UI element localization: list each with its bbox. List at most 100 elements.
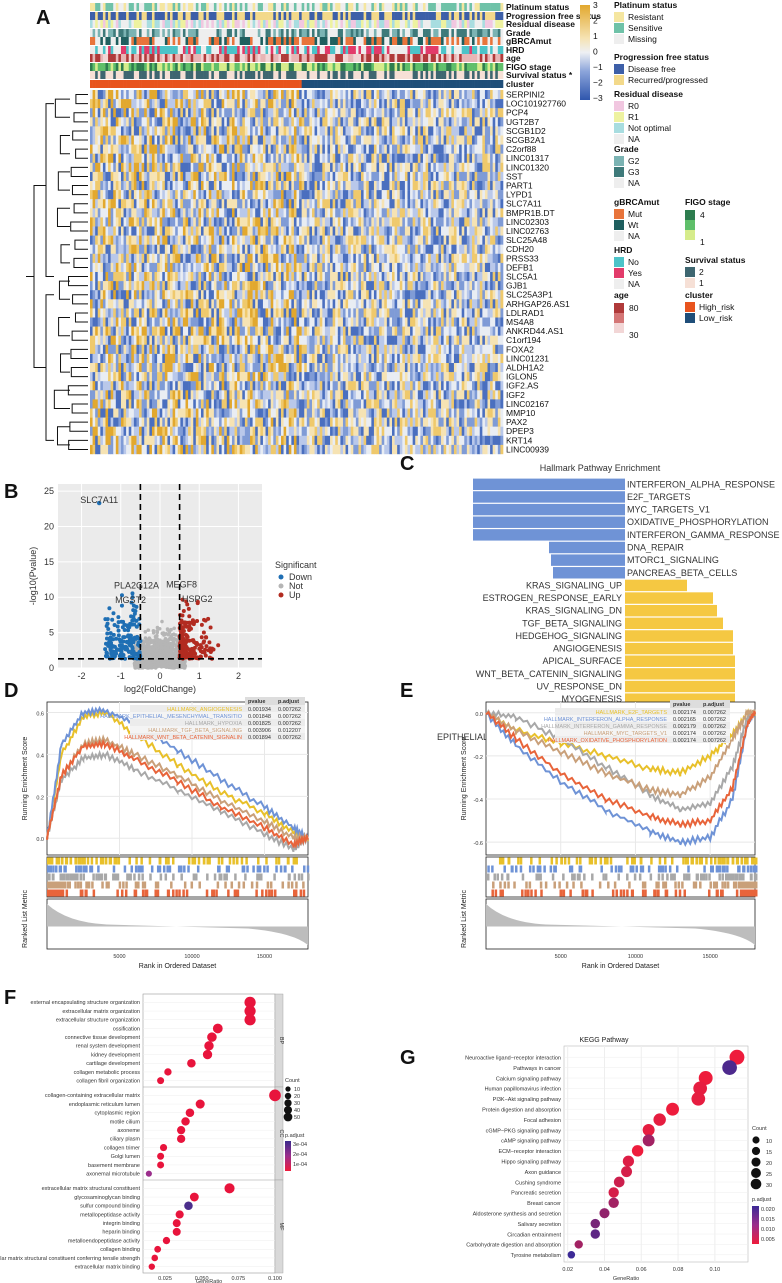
heatmap-cell [366, 117, 370, 127]
heatmap-cell [381, 126, 385, 136]
heatmap-cell [185, 199, 189, 209]
heatmap-cell [182, 253, 186, 264]
heatmap-cell [275, 217, 279, 227]
heatmap-cell [239, 162, 243, 173]
heatmap-cell [386, 126, 390, 136]
track-cell [118, 46, 122, 54]
heatmap-cell [95, 108, 99, 118]
heatmap-cell [482, 208, 486, 218]
heatmap-cell [95, 199, 99, 209]
track-cell [162, 71, 166, 79]
heatmap-cell [118, 217, 122, 227]
heatmap-cell [366, 126, 370, 136]
track-cell [487, 54, 491, 62]
track-cell [237, 20, 241, 28]
heatmap-cell [353, 208, 357, 218]
heatmap-cell [430, 126, 434, 136]
heatmap-cell [309, 217, 313, 227]
heatmap-cell [293, 217, 297, 227]
track-cell [164, 37, 168, 45]
track-cell [283, 12, 287, 20]
track-cell [102, 80, 106, 88]
heatmap-cell [188, 135, 191, 145]
track-cell [154, 63, 158, 71]
heatmap-cell [136, 181, 140, 191]
heatmap-cell [149, 90, 153, 100]
heatmap-cell [97, 135, 101, 145]
heatmap-cell [456, 135, 460, 145]
heatmap-cell [136, 262, 140, 273]
heatmap-cell [358, 226, 362, 236]
heatmap-cell [296, 190, 300, 200]
heatmap-cell [443, 208, 447, 218]
track-cell [257, 37, 261, 45]
heatmap-cell [309, 272, 313, 282]
heatmap-cell [484, 226, 488, 236]
track-cell [477, 12, 481, 20]
heatmap-cell [126, 171, 130, 182]
track-cell [260, 63, 264, 71]
heatmap-cell [154, 226, 158, 236]
heatmap-cell [102, 144, 106, 154]
track-cell [108, 71, 111, 79]
heatmap-cell [159, 226, 163, 236]
heatmap-cell [430, 217, 434, 227]
heatmap-cell [399, 190, 403, 200]
heatmap-cell [97, 199, 101, 209]
track-cell [497, 54, 501, 62]
track-cell [185, 46, 189, 54]
heatmap-cell [301, 253, 305, 264]
track-cell [363, 54, 367, 62]
heatmap-cell [92, 235, 96, 245]
track-cell [482, 20, 486, 28]
heatmap-cell [172, 208, 176, 218]
track-cell [288, 12, 292, 20]
track-cell [133, 3, 137, 11]
heatmap-cell [368, 135, 372, 145]
heatmap-cell [108, 162, 111, 173]
heatmap-cell [337, 181, 341, 191]
heatmap-cell [239, 144, 243, 154]
heatmap-cell [213, 126, 217, 136]
track-cell [469, 37, 473, 45]
track-cell [410, 20, 413, 28]
track-cell [219, 29, 222, 37]
heatmap-cell [453, 144, 457, 154]
track-cell [237, 54, 241, 62]
track-cell [281, 12, 284, 20]
heatmap-cell [479, 244, 483, 254]
heatmap-cell [469, 153, 473, 163]
heatmap-cell [451, 244, 455, 254]
track-cell [311, 63, 315, 71]
heatmap-cell [133, 235, 137, 245]
heatmap-cell [180, 262, 184, 273]
heatmap-cell [314, 244, 318, 254]
track-cell [167, 20, 171, 28]
heatmap-cell [154, 208, 158, 218]
heatmap-cell [180, 190, 184, 200]
heatmap-cell [242, 226, 246, 236]
heatmap-cell [314, 181, 318, 191]
heatmap-cell [97, 253, 101, 264]
heatmap-cell [100, 108, 104, 118]
track-cell [392, 37, 395, 45]
track-cell [459, 29, 462, 37]
heatmap-cell [113, 126, 117, 136]
heatmap-cell [327, 244, 331, 254]
heatmap-cell [311, 117, 315, 127]
track-cell [180, 37, 184, 45]
heatmap-cell [474, 108, 478, 118]
heatmap-cell [358, 244, 362, 254]
track-cell [317, 54, 321, 62]
heatmap-cell [139, 153, 142, 163]
heatmap-cell [386, 171, 390, 182]
heatmap-cell [381, 272, 385, 282]
heatmap-cell [193, 226, 197, 236]
track-cell [131, 54, 135, 62]
heatmap-cell [477, 235, 481, 245]
heatmap-cell [128, 126, 132, 136]
heatmap-cell [472, 235, 475, 245]
heatmap-cell [268, 199, 271, 209]
heatmap-cell [376, 135, 380, 145]
track-cell [157, 54, 160, 62]
